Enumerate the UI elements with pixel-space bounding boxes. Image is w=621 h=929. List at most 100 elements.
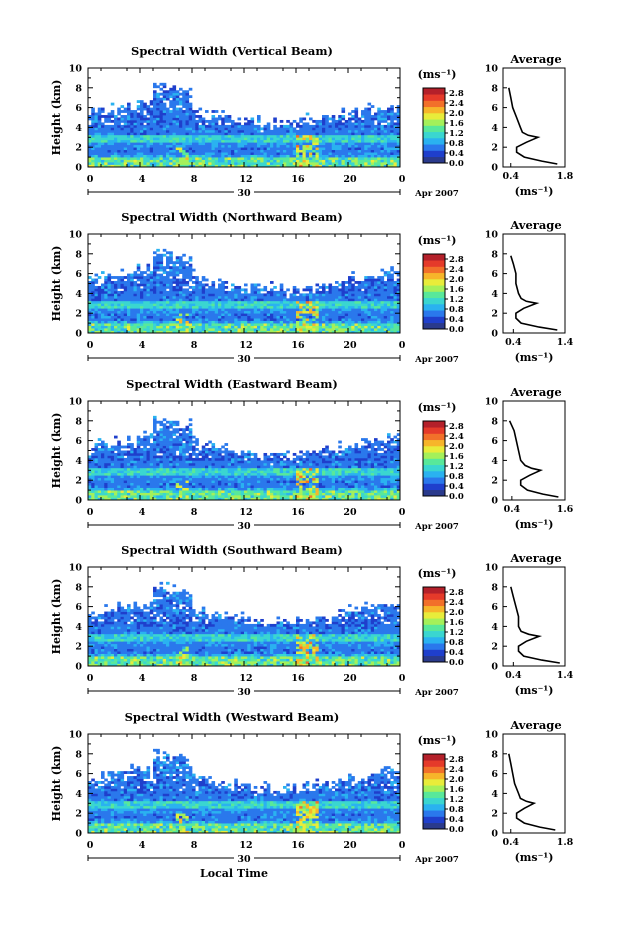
heatmap-cell xyxy=(201,330,206,334)
heatmap-cell xyxy=(263,285,268,289)
heatmap-cell xyxy=(374,290,378,294)
heatmap-cell xyxy=(250,328,255,331)
heatmap-cell xyxy=(273,129,277,133)
heatmap-cell xyxy=(101,492,105,496)
colorbar-tick-label: 1.2 xyxy=(449,295,464,305)
heatmap-cell xyxy=(117,110,121,113)
heatmap-cell xyxy=(91,495,95,498)
heatmap-cell xyxy=(153,448,157,451)
heatmap-cell xyxy=(286,318,290,321)
heatmap-cell xyxy=(361,162,365,165)
heatmap-cell xyxy=(136,495,141,498)
heatmap-cell xyxy=(341,127,346,131)
heatmap-cell xyxy=(318,305,323,309)
heatmap-cell xyxy=(227,298,232,302)
heatmap-cell xyxy=(162,119,167,123)
heatmap-cell xyxy=(149,310,154,314)
heatmap-cell xyxy=(159,298,164,302)
heatmap-cell xyxy=(224,157,229,160)
heatmap-cell xyxy=(234,164,238,168)
heatmap-cell xyxy=(315,323,320,326)
heatmap-cell xyxy=(162,154,167,158)
heatmap-cell xyxy=(104,460,108,464)
heatmap-cell xyxy=(140,273,144,277)
heatmap-cell xyxy=(140,310,144,314)
heatmap-cell xyxy=(296,323,300,326)
heatmap-cell xyxy=(114,448,118,451)
heatmap-cell xyxy=(182,281,186,284)
heatmap-cell xyxy=(107,300,112,304)
heatmap-cell xyxy=(331,134,336,138)
heatmap-cell xyxy=(348,144,352,148)
heatmap-cell xyxy=(195,137,199,141)
heatmap-cell xyxy=(195,298,199,302)
heatmap-cell xyxy=(143,430,147,434)
heatmap-cell xyxy=(250,159,255,163)
average-x-axis-label: (ms⁻¹) xyxy=(515,351,554,364)
heatmap-cell xyxy=(377,129,381,133)
heatmap-cell xyxy=(231,300,235,304)
heatmap-cell xyxy=(149,107,154,111)
heatmap-cell xyxy=(338,320,342,324)
heatmap-cell xyxy=(153,497,157,501)
heatmap-cell xyxy=(159,97,164,101)
heatmap-cell xyxy=(279,323,284,326)
heatmap-cell xyxy=(117,285,121,289)
heatmap-cell xyxy=(91,482,95,486)
heatmap-cell xyxy=(201,328,206,331)
heatmap-cell xyxy=(383,115,388,118)
heatmap-cell xyxy=(94,450,99,454)
heatmap-cell xyxy=(159,475,164,479)
heatmap-cell xyxy=(273,325,277,329)
heatmap-cell xyxy=(107,129,112,133)
heatmap-cell xyxy=(169,300,173,304)
heatmap-cell xyxy=(136,283,141,287)
heatmap-cell xyxy=(149,328,154,331)
heatmap-cell xyxy=(198,288,203,292)
heatmap-cell xyxy=(143,477,147,481)
heatmap-cell xyxy=(237,300,242,304)
heatmap-cell xyxy=(341,152,346,155)
heatmap-cell xyxy=(260,310,264,314)
heatmap-cell xyxy=(237,144,242,148)
heatmap-cell xyxy=(136,278,141,282)
heatmap-cell xyxy=(218,288,222,292)
heatmap-cell xyxy=(159,273,164,277)
heatmap-cell xyxy=(328,303,333,307)
heatmap-cell xyxy=(361,112,365,116)
heatmap-cell xyxy=(270,308,274,312)
heatmap-cell xyxy=(315,147,320,151)
heatmap-cell xyxy=(367,129,372,133)
heatmap-cell xyxy=(315,154,320,158)
heatmap-cell xyxy=(309,117,313,121)
heatmap-cell xyxy=(240,157,245,160)
heatmap-cell xyxy=(390,105,394,108)
heatmap-cell xyxy=(156,457,160,461)
heatmap-cell xyxy=(123,144,128,148)
heatmap-cell xyxy=(192,164,196,168)
heatmap-cell xyxy=(120,487,125,491)
heatmap-cell xyxy=(162,129,167,133)
heatmap-cell xyxy=(341,144,346,148)
heatmap-cell xyxy=(91,472,95,476)
heatmap-cell xyxy=(367,285,372,289)
heatmap-cell xyxy=(380,144,385,148)
heatmap-cell xyxy=(172,119,177,123)
heatmap-cell xyxy=(364,276,368,279)
heatmap-cell xyxy=(234,124,238,128)
heatmap-cell xyxy=(240,154,245,158)
heatmap-cell xyxy=(357,139,362,143)
heatmap-cell xyxy=(159,132,164,136)
heatmap-cell xyxy=(224,139,229,143)
heatmap-cell xyxy=(149,144,154,148)
heatmap-cell xyxy=(169,295,173,299)
heatmap-cell xyxy=(127,460,131,464)
heatmap-cell xyxy=(354,325,359,329)
heatmap-cell xyxy=(357,330,362,334)
heatmap-cell xyxy=(159,119,164,123)
heatmap-cell xyxy=(377,139,381,143)
heatmap-cell xyxy=(364,290,368,294)
heatmap-cell xyxy=(159,293,164,297)
heatmap-cell xyxy=(136,112,141,116)
heatmap-cell xyxy=(201,295,206,299)
